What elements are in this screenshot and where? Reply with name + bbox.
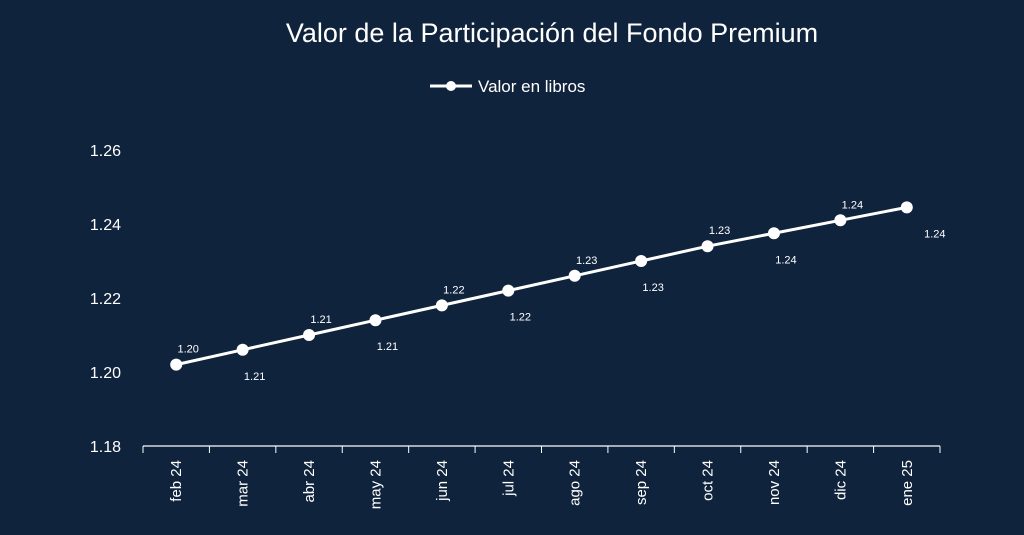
data-label: 1.24 bbox=[775, 254, 796, 266]
x-tick-label: oct 24 bbox=[700, 460, 717, 501]
x-tick-label: may 24 bbox=[367, 460, 384, 509]
data-label: 1.22 bbox=[443, 284, 464, 296]
data-label: 1.23 bbox=[642, 282, 663, 294]
data-point bbox=[767, 227, 780, 240]
x-tick-label: feb 24 bbox=[168, 460, 185, 502]
x-tick-label: jul 24 bbox=[500, 460, 517, 497]
data-label: 1.21 bbox=[377, 341, 398, 353]
plot-area: 1.20 1.21 1.21 1.21 1.22 1.22 1.23 1.23 1.23 1.24… bbox=[170, 199, 946, 383]
x-tick-label: nov 24 bbox=[766, 460, 783, 505]
x-tick-label: ene 25 bbox=[899, 460, 916, 506]
x-tick-label: ago 24 bbox=[567, 460, 584, 506]
x-tick-label: dic 24 bbox=[832, 460, 849, 500]
data-label: 1.21 bbox=[310, 314, 331, 326]
data-point bbox=[701, 240, 714, 253]
axes: 1.18 1.20 1.22 1.24 1.26 feb 24 mar 24 abr 24 ma… bbox=[90, 143, 941, 509]
chart-title: Valor de la Participación del Fondo Prem… bbox=[286, 18, 818, 48]
data-point bbox=[369, 314, 382, 327]
data-point bbox=[303, 329, 316, 341]
y-tick-label: 1.22 bbox=[90, 291, 121, 308]
x-tick-label: jun 24 bbox=[434, 460, 451, 502]
data-label: 1.23 bbox=[576, 255, 597, 267]
series-line bbox=[175, 205, 908, 367]
data-point bbox=[435, 299, 448, 312]
data-point bbox=[502, 284, 515, 297]
data-point bbox=[568, 269, 581, 282]
legend-point-marker bbox=[446, 81, 456, 91]
data-point bbox=[900, 201, 913, 214]
x-tick-label: sep 24 bbox=[633, 460, 650, 505]
x-tick-label: mar 24 bbox=[235, 460, 252, 507]
y-tick-label: 1.18 bbox=[90, 439, 121, 456]
y-tick-label: 1.26 bbox=[90, 143, 121, 160]
data-label: 1.22 bbox=[510, 312, 531, 324]
data-point bbox=[170, 358, 183, 371]
y-tick-label: 1.20 bbox=[90, 365, 121, 382]
legend: Valor en libros bbox=[430, 77, 585, 96]
data-point bbox=[834, 214, 847, 227]
y-tick-label: 1.24 bbox=[90, 217, 121, 234]
x-tick-label: abr 24 bbox=[301, 460, 318, 503]
data-label: 1.24 bbox=[842, 199, 863, 211]
data-label: 1.20 bbox=[177, 344, 198, 356]
legend-label: Valor en libros bbox=[478, 77, 585, 96]
data-label: 1.24 bbox=[924, 228, 945, 240]
data-label: 1.23 bbox=[709, 225, 730, 237]
data-point bbox=[635, 255, 648, 267]
data-label: 1.21 bbox=[244, 371, 265, 383]
data-point bbox=[236, 343, 249, 356]
